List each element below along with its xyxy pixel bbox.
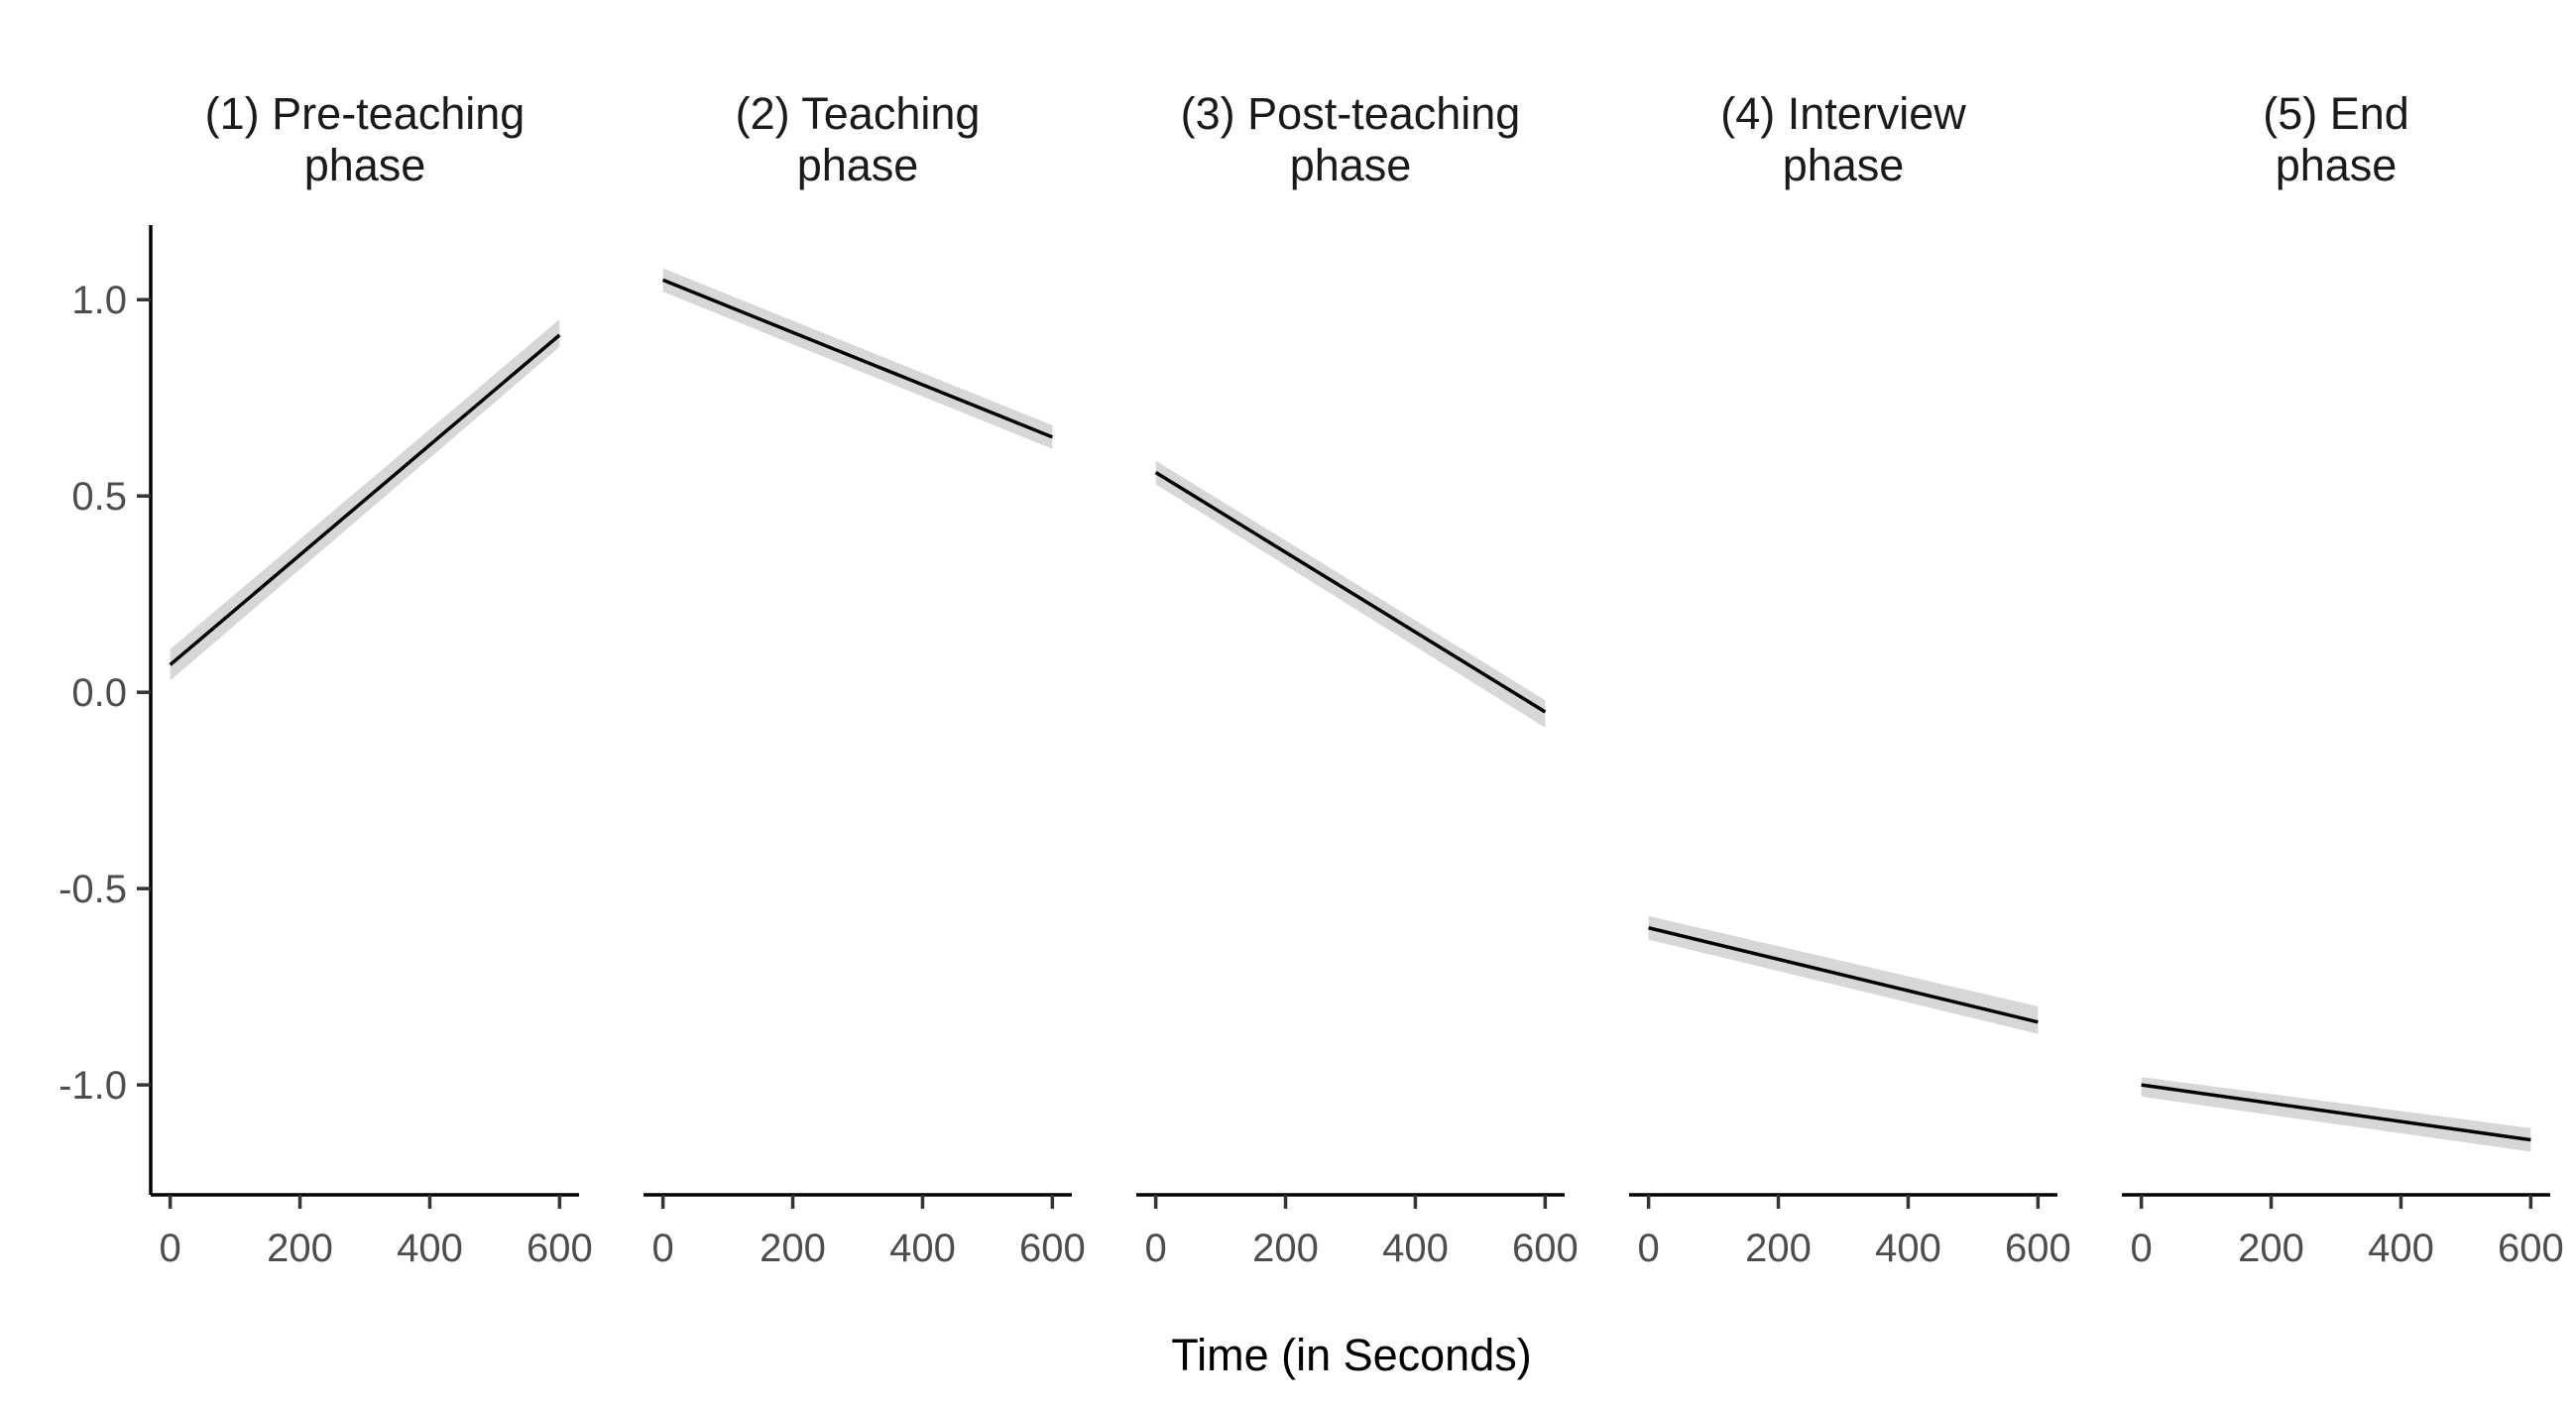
x-tick-label: 400 [2368,1227,2434,1270]
x-tick-label: 400 [1875,1227,1941,1270]
y-tick-label: -0.5 [59,868,127,911]
facet-title: (3) Post-teaching [1181,88,1521,139]
x-tick-label: 400 [1382,1227,1449,1270]
x-tick-label: 600 [1019,1227,1086,1270]
x-tick-label: 400 [397,1227,463,1270]
x-tick-label: 200 [760,1227,826,1270]
facet-title: phase [304,140,426,190]
x-tick-label: 600 [527,1227,593,1270]
y-tick-label: 0.0 [71,671,127,715]
y-tick-label: 0.5 [71,475,127,519]
confidence-band [2141,1077,2531,1152]
facet-title: phase [1783,140,1905,190]
x-tick-label: 0 [2131,1227,2153,1270]
x-tick-label: 0 [1638,1227,1660,1270]
regression-line [2141,1083,2531,1142]
x-tick-label: 0 [652,1227,674,1270]
facet-title: (1) Pre-teaching [205,88,526,139]
x-tick-label: 600 [1512,1227,1579,1270]
x-axis-title: Time (in Seconds) [1171,1330,1531,1380]
x-tick-label: 200 [2238,1227,2304,1270]
y-tick-label: 1.0 [71,279,127,322]
regression-line [661,278,1054,439]
x-tick-label: 200 [1252,1227,1319,1270]
facet-title: (4) Interview [1720,88,1966,139]
regression-line [1154,470,1547,714]
x-tick-label: 200 [1745,1227,1812,1270]
x-tick-label: 600 [2005,1227,2071,1270]
facet-title: (2) Teaching [736,88,981,139]
regression-line [169,333,561,666]
x-tick-label: 600 [2498,1227,2564,1270]
facet-title: phase [797,140,919,190]
regression-line [1648,926,2039,1024]
facet-title: phase [1290,140,1412,190]
x-tick-label: 200 [267,1227,333,1270]
x-tick-label: 400 [889,1227,956,1270]
x-tick-label: 0 [1145,1227,1167,1270]
facet-title: phase [2276,140,2398,190]
facet-title: (5) End [2263,88,2409,139]
x-tick-label: 0 [160,1227,181,1270]
y-tick-label: -1.0 [59,1064,127,1108]
y-axis: 1.0 0.5 0.0 -0.5 -1.0 [59,225,153,1195]
